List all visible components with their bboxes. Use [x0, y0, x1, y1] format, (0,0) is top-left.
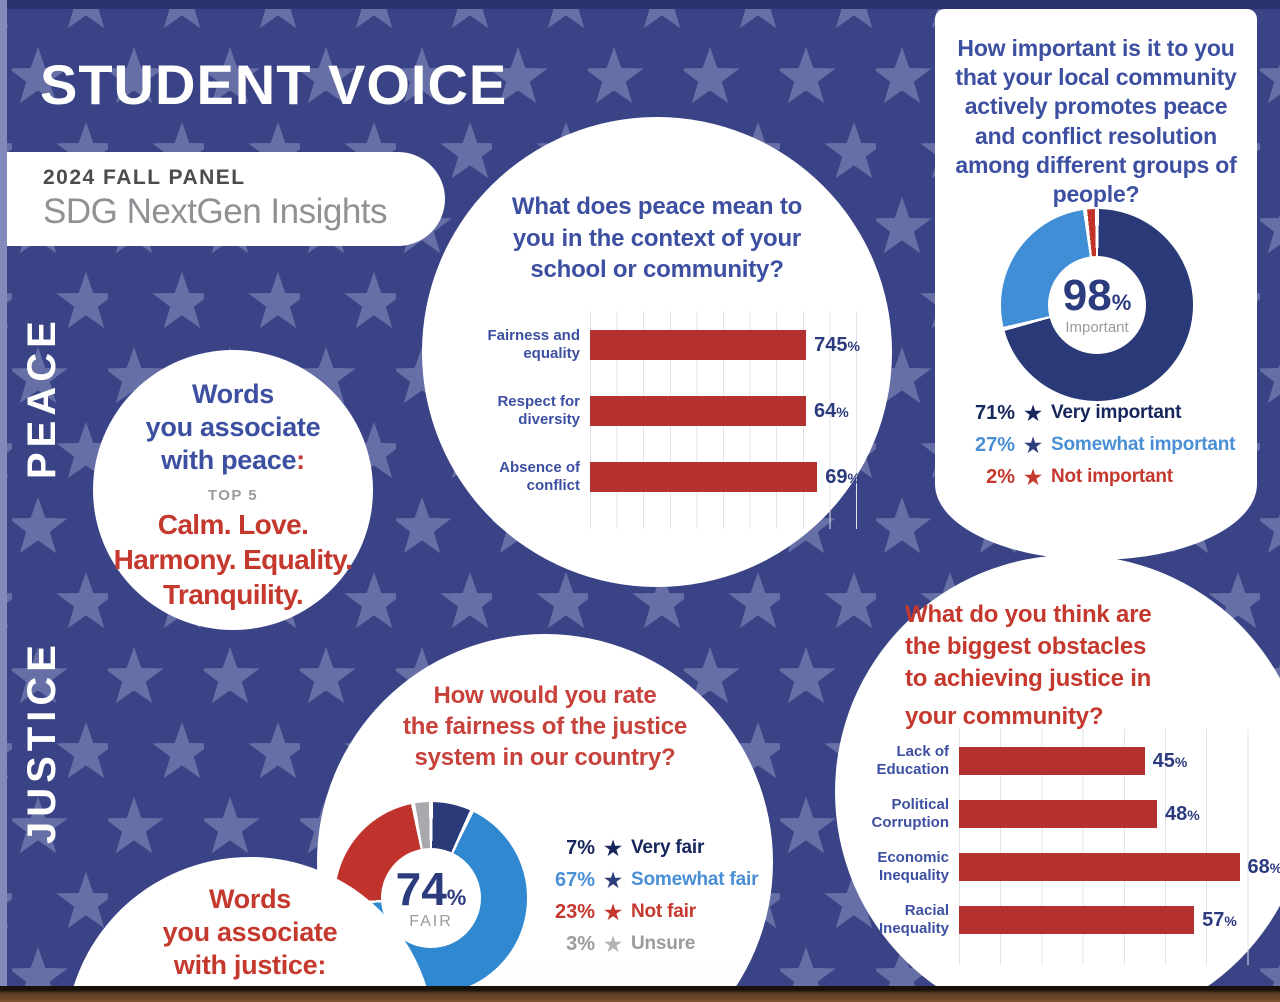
peace-meaning-question: What does peace mean to you in the conte…	[511, 193, 803, 284]
star-icon: ★	[602, 834, 624, 861]
legend-item: 3% ★ Unsure	[566, 930, 696, 957]
peace-words-circle: Words you associate with peace: TOP 5 Ca…	[93, 350, 373, 630]
word-line: Harmony. Equality.	[113, 544, 353, 576]
legend-item: 7% ★ Very fair	[566, 834, 705, 861]
obstacles-question: What do you think are the biggest obstac…	[905, 601, 1152, 730]
bar-row: Racial Inequality 57%	[843, 900, 1280, 940]
bar-label: Lack of Education	[876, 743, 949, 778]
donut-caption: Important	[1065, 319, 1129, 336]
bar-value: 68%	[1247, 855, 1280, 878]
bar	[590, 462, 818, 492]
bar-row: Absence of conflict 69%	[458, 455, 860, 499]
page-bottom-edge	[0, 986, 1280, 1002]
bar-label: Political Corruption	[871, 796, 949, 831]
legend-item: 2% ★ Not important	[986, 463, 1173, 490]
justice-obstacles-circle: What do you think are the biggest obstac…	[835, 555, 1280, 1002]
panel-label: 2024 FALL PANEL	[43, 166, 246, 189]
panel-subtitle: SDG NextGen Insights	[43, 192, 388, 231]
bar-value: 57%	[1202, 908, 1237, 931]
legend-item: 27% ★ Somewhat important	[974, 431, 1236, 458]
peace-words-intro: Words you associate with peace:	[145, 379, 321, 475]
obstacles-bar-chart: Lack of Education 45% Political Corruption…	[843, 729, 1280, 965]
donut-caption: FAIR	[409, 912, 453, 930]
bar	[959, 800, 1157, 828]
bar-value: 745%	[814, 333, 860, 356]
bar-label: Racial Inequality	[878, 902, 949, 937]
donut-center: 98% Important	[1048, 256, 1146, 354]
justice-words-intro: Words you associate with justice:	[162, 884, 338, 980]
fairness-question: How would you rate the fairness of the j…	[402, 682, 687, 772]
importance-donut-chart: 98% Important	[1001, 209, 1193, 401]
star-icon: ★	[602, 866, 624, 893]
section-label-justice: JUSTICE	[20, 640, 64, 844]
importance-legend: 71% ★ Very important 27% ★ Somewhat impo…	[953, 397, 1239, 493]
bar-row: Political Corruption 48%	[843, 794, 1280, 834]
legend-item: 67% ★ Somewhat fair	[554, 866, 759, 893]
bar	[959, 747, 1145, 775]
bar-value: 64%	[814, 399, 849, 422]
importance-question: How important is it to you that your loc…	[955, 35, 1237, 208]
peace-bar-chart: Fairness and equality 745% Respect for div…	[458, 311, 860, 529]
bar-label: Economic Inequality	[877, 849, 949, 884]
bar-label: Absence of conflict	[499, 459, 580, 494]
bar-value: 48%	[1165, 802, 1200, 825]
section-label-peace: PEACE	[20, 316, 64, 480]
word-line: Calm. Love.	[157, 508, 309, 540]
importance-panel: How important is it to you that your loc…	[935, 9, 1257, 560]
star-icon: ★	[602, 930, 624, 957]
peace-meaning-circle: What does peace mean to you in the conte…	[422, 117, 892, 587]
star-icon: ★	[1022, 431, 1044, 458]
peace-top-words: Calm. Love. Harmony. Equality. Tranquili…	[93, 507, 373, 613]
star-icon: ★	[602, 898, 624, 925]
bar-label: Fairness and equality	[487, 327, 580, 362]
bar	[959, 906, 1195, 934]
left-edge-strip	[0, 0, 7, 986]
bar-row: Lack of Education 45%	[843, 741, 1280, 781]
legend-item: 71% ★ Very important	[974, 399, 1182, 426]
fairness-legend: 7% ★ Very fair 67% ★ Somewhat fair 23% ★…	[539, 832, 789, 960]
page-title: STUDENT VOICE	[40, 53, 508, 116]
bar	[959, 853, 1240, 881]
top5-label: TOP 5	[207, 486, 259, 504]
star-icon: ★	[1022, 399, 1044, 426]
star-icon: ★	[1022, 463, 1044, 490]
panel-badge: 2024 FALL PANEL SDG NextGen Insights	[7, 152, 445, 246]
word-line: Tranquility.	[162, 579, 304, 611]
bar-value: 69%	[825, 465, 860, 488]
bar-row: Respect for diversity 64%	[458, 389, 860, 433]
legend-item: 23% ★ Not fair	[554, 898, 696, 925]
bar	[590, 396, 806, 426]
bar-row: Fairness and equality 745%	[458, 323, 860, 367]
bar-label: Respect for diversity	[497, 393, 580, 428]
bar	[590, 330, 807, 360]
bar-value: 45%	[1152, 749, 1188, 772]
top-edge-strip	[0, 0, 1280, 9]
